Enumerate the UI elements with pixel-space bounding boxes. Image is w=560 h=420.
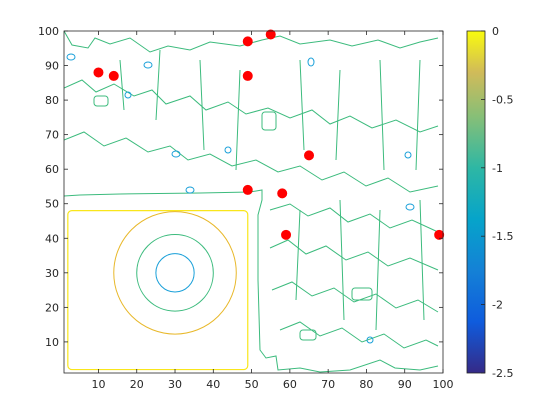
contour-level--1.5 [66,53,415,344]
contour-line [66,53,76,61]
contour-line [271,281,439,313]
contour-line [64,131,439,193]
x-tick-label: 90 [398,378,412,391]
colorbar-tick-label: -1 [492,162,503,175]
contour-line [171,150,181,158]
basin-contour-inner [155,253,195,293]
square-region-boundary [67,210,249,371]
y-tick-label: 70 [45,129,59,142]
contour-line [299,329,317,341]
contour-line [124,91,132,99]
contour-line [295,199,425,331]
colorbar-tick-label: 0 [492,25,499,38]
contour-line [64,189,439,373]
colorbar-axis: 0 -0.5 -1 -1.5 -2 -2.5 [481,25,513,380]
y-tick-label: 40 [45,232,59,245]
colorbar-tick-label: -1.5 [492,230,513,243]
contour-line [307,57,315,67]
x-tick-label: 30 [168,378,182,391]
contour-line [64,31,439,53]
y-tick-label: 20 [45,301,59,314]
colorbar-tick-label: -2.5 [492,367,513,380]
colorbar [466,30,486,374]
contour-line [351,287,373,301]
marker-point [277,188,288,199]
contour-line [185,186,195,194]
contour-line [143,61,153,69]
contour-line [405,203,415,211]
marker-series [93,29,445,240]
contour-line [279,321,439,349]
contour-line [64,79,439,133]
y-tick-label: 60 [45,163,59,176]
x-tick-label: 80 [359,378,373,391]
y-tick-label: 100 [38,25,59,38]
y-tick-label: 10 [45,336,59,349]
x-tick-label: 100 [433,378,454,391]
y-tick-label: 90 [45,60,59,73]
marker-point [265,29,276,40]
contour-level--1 [64,31,439,373]
marker-point [242,70,253,81]
colorbar-tick-label: -2 [492,299,503,312]
contour-line [269,239,439,271]
marker-point [281,229,292,240]
marker-point [304,150,315,161]
y-tick-label: 80 [45,94,59,107]
marker-point [242,184,253,195]
x-tick-label: 60 [283,378,297,391]
marker-point [242,36,253,47]
axes-box [63,30,444,374]
contour-line [261,111,277,131]
contour-line [93,95,109,107]
contour-line [366,336,374,344]
x-tick-label: 40 [206,378,220,391]
x-tick-label: 20 [130,378,144,391]
x-tick-label: 70 [321,378,335,391]
y-tick-label: 50 [45,198,59,211]
contour-layer [64,31,439,373]
contour-line [404,151,412,159]
y-tick-label: 30 [45,267,59,280]
basin-contour-outer [113,211,237,335]
x-tick-label: 50 [245,378,259,391]
colorbar-tick-label: -0.5 [492,93,513,106]
plot-area [64,31,443,373]
marker-point [93,67,104,78]
y-axis: 10 20 30 40 50 60 70 80 90 100 [38,25,443,349]
contour-line [119,49,421,171]
marker-point [108,70,119,81]
x-tick-label: 10 [91,378,105,391]
x-axis: 10 20 30 40 50 60 70 80 90 100 [91,31,454,391]
marker-point [434,229,445,240]
basin-contour-middle [136,234,214,312]
contour-line [269,203,439,233]
contour-line [224,146,232,154]
